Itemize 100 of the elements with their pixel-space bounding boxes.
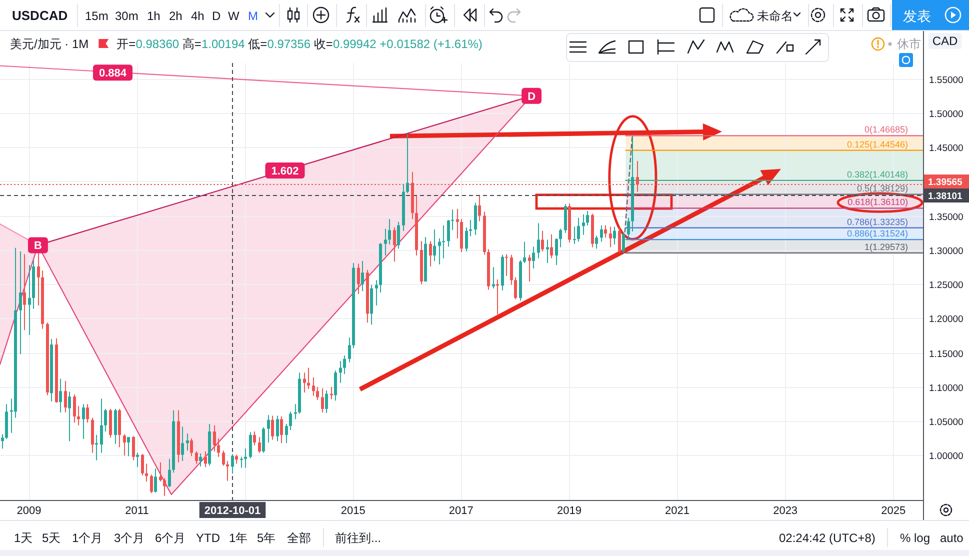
candlestick [609, 226, 612, 248]
candlestick [492, 266, 495, 289]
candlestick [505, 254, 508, 277]
candlestick [559, 228, 562, 248]
candlestick [595, 235, 598, 250]
candlestick [163, 478, 166, 496]
candlestick [514, 276, 517, 300]
candlestick [469, 219, 472, 237]
annotation: D [528, 90, 536, 103]
candlestick [541, 230, 544, 252]
candlestick [186, 433, 189, 452]
candlestick [375, 280, 378, 306]
candlestick [393, 226, 396, 262]
text: 5天 [42, 531, 61, 545]
candlestick [222, 450, 225, 466]
candlestick [19, 250, 22, 355]
text: 3个月 [114, 531, 145, 545]
text: 发表 [903, 8, 931, 24]
text: log [914, 531, 930, 545]
candlestick [82, 404, 85, 440]
candlestick [267, 414, 270, 443]
candlestick [258, 436, 261, 454]
candlestick [195, 450, 198, 464]
candlestick [316, 386, 319, 400]
candlestick [343, 354, 346, 374]
candlestick [73, 394, 76, 424]
candlestick [478, 195, 481, 222]
candlestick [1, 434, 4, 450]
candlestick [406, 134, 409, 194]
candlestick [510, 254, 513, 286]
text: 4h [191, 9, 204, 23]
y-tick-label: 1.25000 [929, 280, 964, 291]
text: 开=0.98360 高=1.00194 低=0.97356 收=0.99942 +0.01582 (+1.61%) [116, 37, 482, 51]
candlestick [447, 219, 450, 248]
annotation: 0.884 [98, 68, 128, 80]
text: % [900, 531, 911, 545]
candlestick [474, 202, 477, 236]
candlestick [132, 436, 135, 461]
text: D [212, 9, 221, 23]
text: 15m [85, 9, 108, 23]
text: 未命名 [757, 9, 793, 23]
text: 1天 [14, 531, 33, 545]
candlestick [289, 411, 292, 431]
y-tick-label: 1.55000 [929, 75, 964, 86]
y-tick-label: 1.35000 [929, 212, 964, 223]
candlestick [523, 241, 526, 264]
candlestick [86, 404, 89, 424]
y-axis-title: CAD [932, 34, 958, 48]
series-label: 0.886(1.31524) [846, 228, 908, 239]
candlestick [123, 434, 126, 456]
candlestick [496, 278, 499, 315]
candlestick [231, 454, 234, 474]
candlestick [280, 416, 283, 444]
candlestick [240, 456, 243, 468]
candlestick [285, 423, 288, 444]
candlestick [429, 240, 432, 267]
y-tick-label: 1.05000 [929, 417, 964, 428]
candlestick [100, 398, 103, 454]
candlestick [465, 226, 468, 252]
annotation: 1.602 [271, 166, 299, 178]
chart-subtitle: 美元/加元 · 1M [10, 37, 89, 51]
series-label: 0.5(1.38129) [856, 183, 908, 194]
candlestick [271, 415, 274, 440]
candlestick [307, 367, 310, 390]
candlestick [141, 454, 144, 476]
candlestick [604, 224, 607, 238]
x-tick-label: 2025 [881, 505, 906, 517]
candlestick [618, 226, 621, 254]
text: 全部 [287, 531, 311, 545]
candlestick [249, 432, 252, 459]
candlestick [325, 390, 328, 414]
candlestick [550, 234, 553, 259]
y-tick-label: 1.00000 [929, 451, 964, 462]
candlestick [397, 221, 400, 250]
candlestick [28, 264, 31, 336]
candlestick [438, 238, 441, 265]
text: 30m [115, 9, 138, 23]
candlestick [546, 239, 549, 264]
candlestick [303, 372, 306, 393]
text: 2h [169, 9, 182, 23]
y-tick-label: 1.20000 [929, 314, 964, 325]
series-label: 0.382(1.40148) [846, 169, 908, 180]
candlestick [586, 210, 589, 226]
text: 前往到... [335, 531, 382, 545]
candlestick [622, 232, 625, 254]
y-tick-label: 1.15000 [929, 349, 964, 360]
candlestick [348, 337, 351, 363]
candlestick [95, 434, 98, 461]
y-tick-label: 1.45000 [929, 143, 964, 154]
candlestick [528, 254, 531, 282]
ref-line-label: 1.38101 [928, 191, 964, 202]
text: 02:24:42 (UTC+8) [779, 531, 876, 545]
ref-line-label: 1.39565 [928, 177, 964, 188]
candlestick [77, 406, 80, 426]
x-tick-label: 2015 [340, 505, 366, 517]
x-tick-label: 2023 [773, 505, 798, 517]
candlestick [154, 468, 157, 493]
text: YTD [196, 531, 220, 545]
candlestick [433, 228, 436, 262]
candlestick [59, 378, 62, 413]
